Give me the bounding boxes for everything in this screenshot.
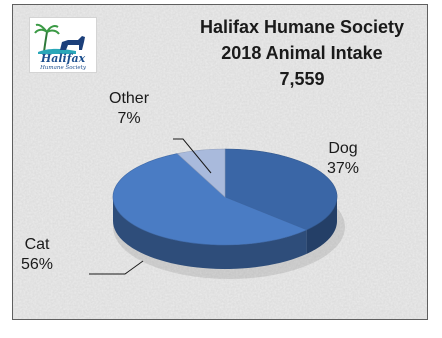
chart-title-line-1: Halifax Humane Society bbox=[199, 17, 405, 37]
slice-label-dog: Dog 37% bbox=[327, 139, 359, 179]
slice-label-cat-name: Cat bbox=[24, 236, 50, 253]
slice-label-other-value: 7% bbox=[117, 110, 141, 127]
slice-label-dog-value: 37% bbox=[327, 160, 360, 177]
pie-slice-cat bbox=[112, 153, 308, 246]
logo-name: Halifax bbox=[40, 52, 86, 65]
slice-label-cat: Cat 56% bbox=[21, 235, 53, 275]
chart-area: Halifax Humane Society Halifax Humane So… bbox=[12, 4, 428, 320]
pie-chart bbox=[89, 138, 345, 279]
chart-title: Halifax Humane Society 2018 Animal Intak… bbox=[171, 14, 427, 92]
chart-title-line-2: 2018 Animal Intake bbox=[221, 43, 383, 63]
pie-slice-other bbox=[176, 148, 226, 198]
chart-title-total: 7,559 bbox=[279, 69, 325, 89]
slice-label-cat-value: 56% bbox=[21, 256, 54, 273]
leader-line-cat bbox=[89, 260, 144, 275]
pie-side-cat bbox=[113, 197, 307, 269]
slice-label-other-name: Other bbox=[109, 90, 150, 107]
logo-tagline: Humane Society bbox=[39, 65, 87, 71]
slice-label-other: Other 7% bbox=[109, 89, 149, 129]
slice-label-dog-name: Dog bbox=[328, 140, 358, 157]
pie-side-dog bbox=[306, 197, 337, 254]
leader-line-other bbox=[173, 138, 212, 174]
halifax-humane-society-logo: Halifax Humane Society bbox=[29, 17, 97, 73]
pie-slice-dog bbox=[224, 148, 338, 231]
